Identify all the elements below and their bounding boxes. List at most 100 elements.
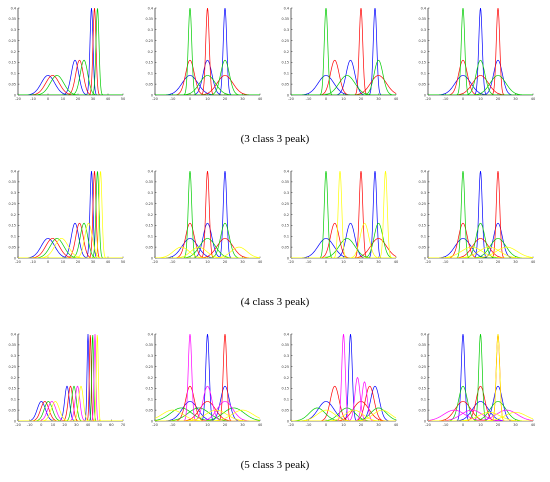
x-tick-label: -20 [15,260,22,264]
y-tick-label: 0.05 [8,408,16,412]
series-blue-peak-2 [155,222,260,258]
series-blue-peak-2 [291,59,396,95]
x-tick-label: 50 [121,260,126,264]
x-tick-label: 40 [394,97,399,101]
series-red-peak-3 [428,334,533,421]
y-tick-label: 0.15 [8,61,16,65]
series-blue-peak-1 [155,401,260,421]
x-tick-label: 20 [76,260,81,264]
x-tick-label: 30 [91,97,96,101]
series-yellow-peak-3 [155,246,260,258]
series-green-peak-1 [155,171,260,258]
series-red-peak-3 [155,334,260,421]
x-tick-label: -20 [425,423,432,427]
y-tick-label: 0.15 [281,224,289,228]
x-tick-label: -20 [15,423,22,427]
x-tick-label: 40 [531,97,536,101]
y-tick-label: 0.1 [11,235,16,239]
series-magenta-peak-2 [291,376,396,421]
y-tick-label: 0.3 [284,28,289,32]
x-tick-label: -20 [425,260,432,264]
x-tick-label: -20 [288,260,295,264]
chart-panel-1-4: 0 0.05 0.1 0.15 0.2 0.25 0.3 0.35 0.4 -20 -10 0 10 20… [418,6,536,101]
series-red-peak-3 [428,8,533,95]
x-tick-label: 10 [478,97,483,101]
x-tick-label: 30 [74,423,79,427]
series-green-peak-3 [291,59,396,95]
series-blue-peak-1 [155,238,260,258]
series-red-peak-1 [18,75,123,95]
x-tick-label: -20 [152,423,159,427]
series-green-peak-3 [428,75,533,95]
y-tick-label: 0.05 [281,82,289,86]
y-tick-label: 0.2 [148,376,153,380]
x-tick-label: 0 [325,260,328,264]
series-green-peak-2 [155,407,260,421]
x-tick-label: -10 [30,260,37,264]
y-tick-label: 0.3 [421,191,426,195]
series-red-peak-1 [291,222,396,258]
y-tick-label: 0.25 [8,365,16,369]
x-tick-label: 40 [106,260,111,264]
caption-3-class: (3 class 3 peak) [240,133,310,145]
series-green-peak-2 [18,385,123,421]
series-red-peak-1 [428,401,533,421]
y-tick-label: 0.15 [8,224,16,228]
y-tick-label: 0.1 [421,235,426,239]
series-green-peak-3 [155,59,260,95]
y-tick-label: 0.2 [148,213,153,217]
series-red-peak-2 [18,222,123,258]
y-tick-label: 0.25 [8,39,16,43]
y-tick-label: 0 [424,256,426,260]
y-tick-label: 0 [14,256,16,260]
y-tick-label: 0.3 [148,354,153,358]
series-blue-peak-3 [428,59,533,95]
x-tick-label: -10 [306,260,313,264]
y-tick-label: 0.25 [418,365,426,369]
series-yellow-peak-1 [428,334,533,421]
y-tick-label: 0 [424,93,426,97]
y-tick-label: 0.1 [284,72,289,76]
y-tick-label: 0 [151,419,153,423]
y-tick-label: 0.25 [145,365,153,369]
y-tick-label: 0.35 [281,17,289,21]
series-magenta-peak-2 [155,385,260,421]
series-magenta-peak-3 [291,381,396,421]
y-tick-label: 0.15 [145,387,153,391]
y-tick-label: 0.4 [148,332,153,336]
y-tick-label: 0.35 [145,17,153,21]
chart-panel-2-4: 0 0.05 0.1 0.15 0.2 0.25 0.3 0.35 0.4 -20 -10 0 10 20… [418,169,536,264]
series-magenta-peak-2 [18,385,123,421]
series-green-peak-1 [155,8,260,95]
series-red-peak-1 [18,401,123,421]
series-blue-peak-3 [428,222,533,258]
series-blue-peak-3 [291,8,396,95]
x-tick-label: -20 [152,260,159,264]
y-tick-label: 0.15 [281,61,289,65]
x-tick-label: 10 [205,423,210,427]
y-tick-label: 0.4 [148,169,153,173]
series-green-peak-3 [155,407,260,421]
y-tick-label: 0.15 [281,387,289,391]
y-tick-label: 0.35 [418,180,426,184]
y-tick-label: 0.2 [148,50,153,54]
y-tick-label: 0.2 [421,376,426,380]
x-tick-label: 10 [205,260,210,264]
series-red-peak-1 [428,222,533,258]
x-tick-label: 30 [513,423,518,427]
x-tick-label: 20 [223,260,228,264]
x-tick-label: 0 [189,423,192,427]
y-tick-label: 0.2 [421,50,426,54]
y-tick-label: 0.1 [11,72,16,76]
x-tick-label: 10 [478,423,483,427]
y-tick-label: 0.4 [421,169,426,173]
y-tick-label: 0.2 [11,213,16,217]
y-tick-label: 0.3 [11,28,16,32]
y-tick-label: 0.35 [281,180,289,184]
y-tick-label: 0.4 [284,169,289,173]
series-blue-peak-3 [155,171,260,258]
y-tick-label: 0.4 [11,6,16,10]
y-tick-label: 0.4 [11,332,16,336]
chart-panel-1-2: 0 0.05 0.1 0.15 0.2 0.25 0.3 0.35 0.4 -20 -10 0 10 20… [145,6,263,101]
series-green-peak-1 [428,8,533,95]
